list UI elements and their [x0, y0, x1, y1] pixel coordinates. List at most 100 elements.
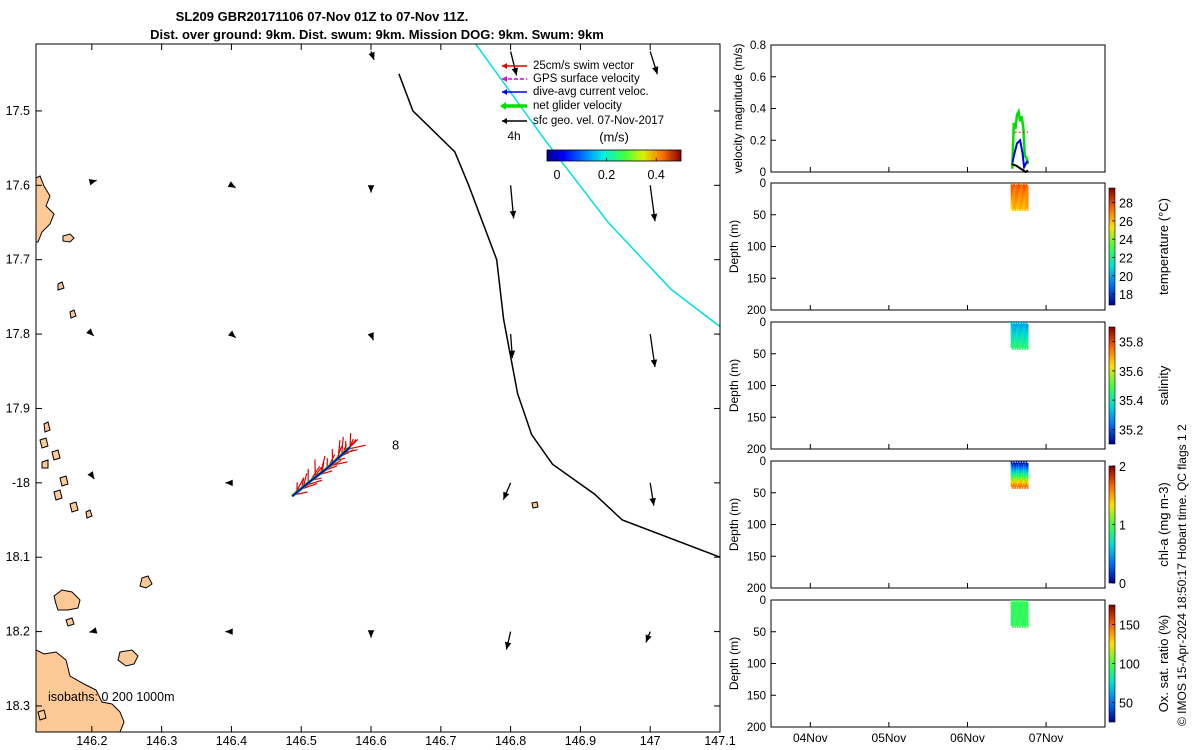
oxygen-data-cell: [1015, 612, 1018, 617]
temperature-data-cell: [1011, 207, 1014, 211]
oxygen-data-cell: [1013, 615, 1015, 620]
temperature-data-cell: [1016, 188, 1019, 192]
land-polygon: [117, 649, 139, 667]
chla-data-cell: [1024, 469, 1027, 474]
temperature-data-cell: [1014, 204, 1017, 208]
temperature-data-cell: [1025, 186, 1028, 190]
salinity-data-cell: [1016, 346, 1019, 350]
salinity-data-cell: [1019, 346, 1022, 350]
salinity-data-cell: [1013, 334, 1015, 339]
temperature-data-cell: [1020, 202, 1023, 206]
salinity-colorbar-tick-label: 35.8: [1119, 336, 1143, 350]
chla-data-cell: [1013, 473, 1015, 478]
chla-data-cell: [1016, 482, 1019, 486]
vector-arrowhead: [227, 181, 236, 188]
geo-velocity-vector: [368, 51, 375, 61]
temperature-data-cell: [1019, 197, 1022, 202]
oxygen-data-cell: [1023, 615, 1025, 620]
time-x-tick-label: 04Nov: [793, 731, 828, 745]
oxygen-data-cell: [1026, 614, 1029, 619]
vector-arrowhead: [650, 213, 658, 222]
chla-data-cell: [1026, 472, 1029, 477]
map-y-tick-label: 17.7: [6, 253, 30, 267]
chla-data-cell: [1025, 480, 1028, 484]
salinity-data-cell: [1011, 324, 1014, 328]
chla-data-cell: [1016, 485, 1019, 489]
temperature-data-cell: [1010, 205, 1013, 209]
temperature-data-cell: [1018, 186, 1020, 190]
oxygen-data-cell: [1014, 621, 1017, 625]
land-polygon: [43, 421, 51, 433]
glider-track: [291, 433, 366, 498]
salinity-data-cell: [1010, 322, 1013, 326]
salinity-data-cell: [1025, 337, 1028, 342]
oxygen-y-tick-label: 0: [760, 595, 766, 607]
temperature-data-cell: [1010, 186, 1013, 190]
geo-velocity-vector: [227, 181, 236, 189]
salinity-data-cell: [1023, 334, 1025, 339]
chla-data-cell: [1016, 466, 1019, 470]
oxygen-data-cell: [1021, 621, 1024, 625]
temperature-data-cell: [1025, 205, 1028, 209]
salinity-data-cell: [1025, 328, 1028, 333]
temperature-data-cell: [1018, 189, 1020, 194]
salinity-data-cell: [1014, 346, 1017, 350]
temperature-data-cell: [1014, 207, 1017, 211]
oxygen-data-cell: [1025, 622, 1028, 626]
vector-arrowhead: [650, 359, 658, 368]
temperature-data-cell: [1019, 188, 1022, 192]
map-y-tick-label: 17.9: [6, 401, 30, 415]
chla-data-cell: [1015, 473, 1018, 478]
chla-y-tick-label: 0: [760, 456, 766, 468]
chla-data-cell: [1010, 483, 1013, 487]
land-polygon: [53, 489, 63, 501]
chla-data-cell: [1020, 476, 1023, 481]
chla-data-cell: [1025, 467, 1028, 472]
chla-data-cell: [1015, 467, 1018, 472]
velocity-y-tick-label: 0.2: [750, 135, 766, 147]
salinity-data-cell: [1020, 322, 1023, 326]
salinity-data-cell: [1015, 322, 1018, 326]
temperature-data-cell: [1013, 205, 1015, 209]
temperature-data-cell: [1019, 191, 1022, 196]
salinity-data-cell: [1015, 331, 1018, 336]
map-x-tick-label: 146.8: [495, 734, 526, 748]
salinity-data-cell: [1026, 327, 1029, 331]
oxygen-colorbar-tick-label: 50: [1119, 697, 1133, 711]
chla-data-cell: [1016, 472, 1019, 477]
chla-data-cell: [1013, 461, 1015, 465]
oxygen-data-cell: [1015, 615, 1018, 620]
oxygen-data-cell: [1021, 611, 1024, 616]
speed-colorbar-tick-label: 0.4: [647, 168, 664, 182]
map-y-tick-label: -18: [12, 476, 30, 490]
oxygen-data-cell: [1019, 605, 1022, 609]
geo-velocity-vector: [649, 333, 658, 368]
salinity-data-cell: [1024, 343, 1027, 347]
temperature-data-cell: [1011, 200, 1014, 205]
temperature-y-tick-label: 0: [760, 178, 766, 190]
salinity-data-cell: [1020, 344, 1023, 348]
vector-arrowhead: [508, 350, 516, 359]
salinity-data-cell: [1026, 330, 1029, 335]
salinity-data-cell: [1021, 324, 1024, 328]
chla-data-cell: [1010, 480, 1013, 484]
salinity-data-cell: [1014, 324, 1017, 328]
map-x-tick-label: 146.2: [76, 734, 107, 748]
vector-arrowhead: [87, 471, 95, 479]
oxygen-data-cell: [1019, 617, 1022, 622]
swim-vector: [337, 440, 341, 459]
salinity-data-cell: [1016, 343, 1019, 347]
chla-data-cell: [1018, 467, 1020, 472]
chla-data-cell: [1018, 480, 1020, 484]
chla-data-cell: [1011, 478, 1014, 483]
temperature-data-cell: [1023, 202, 1025, 206]
temperature-y-axis-label: Depth (m): [727, 220, 741, 273]
legend-swim-label: 25cm/s swim vector: [533, 60, 634, 72]
temperature-colorbar-tick-label: 20: [1119, 270, 1133, 284]
chla-data-cell: [1010, 473, 1013, 478]
temperature-data-cell: [1024, 188, 1027, 192]
temperature-data-cell: [1016, 197, 1019, 202]
legend-geo-label: sfc geo. vel. 07-Nov-2017: [533, 115, 664, 127]
salinity-data-cell: [1013, 322, 1015, 326]
geo-velocity-vector: [508, 334, 516, 359]
